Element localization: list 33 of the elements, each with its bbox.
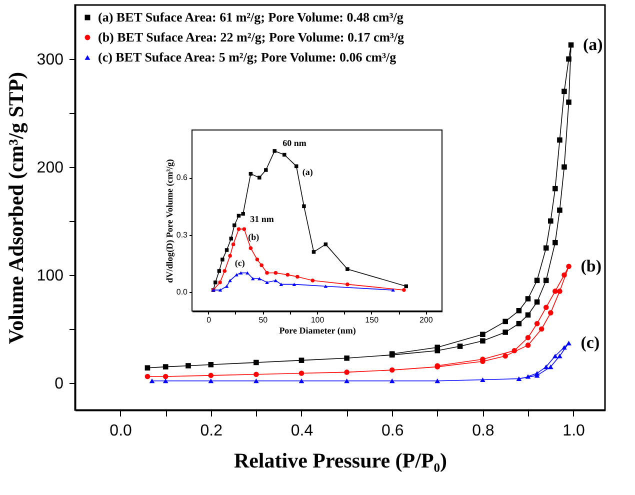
y-tick-label: 300 [36,52,64,68]
x-tick-label: 0.6 [381,422,404,440]
y-tick-label: 0.3 [176,230,188,240]
legend-label: (b) BET Suface Area: 22 m²/g; Pore Volume: 0.17 cm³/g [98,30,405,44]
x-tick-label: 150 [365,316,380,324]
annotation: (c) [234,258,245,268]
y-tick-label: 0 [54,376,64,392]
annotation: 60 nm [282,138,307,148]
x-tick-label: 0.8 [472,422,494,440]
annotation: (c) [580,333,600,352]
y-tick-label: 100 [36,268,64,284]
annotation: (a) [583,34,603,54]
y-tick-label: 0.6 [176,173,188,182]
y-axis-title: Volume Adsorbed (cm³/g STP) [4,72,28,344]
y-tick-label: 200 [36,160,64,176]
x-tick-label: 100 [310,316,325,324]
x-tick-label: 0.2 [200,422,223,440]
x-axis-title: Relative Pressure (P/P₀) [234,448,448,472]
annotation: (b) [248,232,260,242]
x-tick-label: 1.0 [562,422,586,440]
annotation: (b) [580,256,602,276]
x-tick-label: 0.4 [290,422,314,440]
x-axis-title: Pore Diameter (nm) [279,326,356,336]
y-axis-title: dV/dlog(D) Pore Volume (cm³/g) [164,159,174,283]
x-tick-label: 200 [420,316,434,324]
annotation: 31 nm [250,214,274,224]
legend-label: (c) BET Suface Area: 5 m²/g; Pore Volume: 0.06 cm³/g [98,50,397,64]
annotation: (a) [302,167,313,178]
x-tick-label: 0 [206,316,212,324]
x-tick-label: 50 [258,316,268,324]
y-tick-label: 0.0 [176,287,188,296]
x-tick-label: 0.0 [110,422,132,440]
legend-label: (a) BET Suface Area: 61 m²/g; Pore Volume: 0.48 cm³/g [98,10,404,24]
